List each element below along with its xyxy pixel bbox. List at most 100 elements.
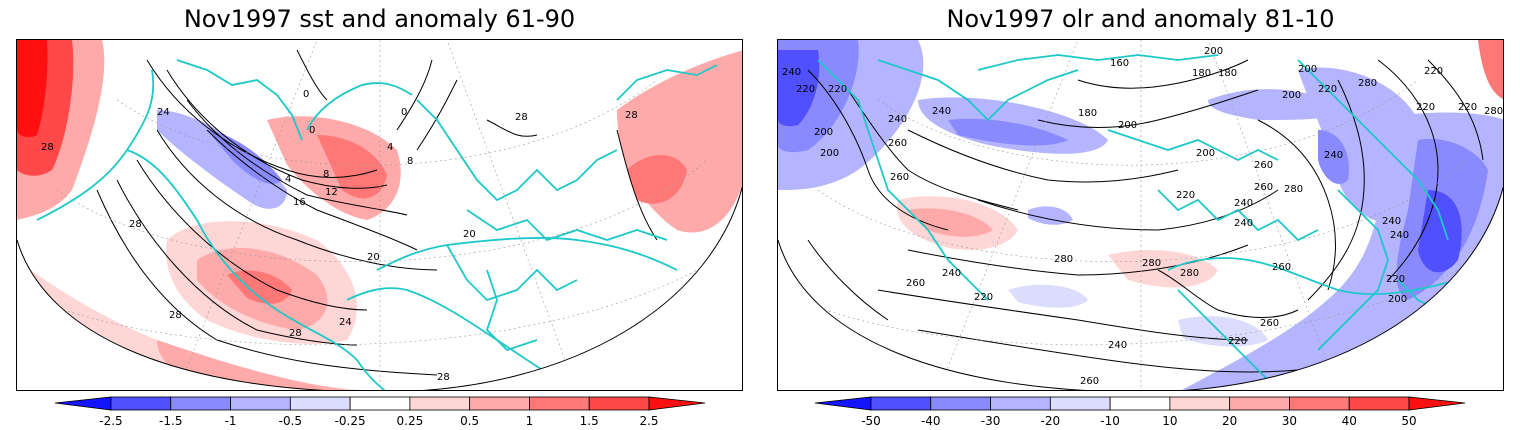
contour-label: 200 <box>1388 294 1407 305</box>
contour-label: 0 <box>401 107 407 118</box>
contour-label: 20 <box>367 252 380 263</box>
olr-colorbar-svg <box>815 396 1465 411</box>
colorbar-segment <box>529 396 590 411</box>
contour-label: 260 <box>888 138 907 149</box>
contour-label: 28 <box>515 112 528 123</box>
colorbar-segment <box>1289 396 1350 411</box>
coastline <box>1167 257 1459 295</box>
colorbar-tick-label: 2.5 <box>639 414 659 428</box>
olr-anomaly-patch <box>1028 206 1073 225</box>
colorbar-arrow-high <box>648 396 705 411</box>
contour-label: 220 <box>1416 102 1435 113</box>
olr-anomaly-patch <box>1478 40 1503 100</box>
colorbar-segment <box>349 396 411 411</box>
olr-anomaly-patch <box>908 208 993 237</box>
sst-anomaly-patch <box>157 110 287 209</box>
sst-contour <box>156 129 438 271</box>
contour-label: 160 <box>1110 58 1129 69</box>
sst-contour <box>206 129 418 251</box>
contour-label: 240 <box>782 67 801 78</box>
map-boundary <box>17 185 742 390</box>
colorbar-segment <box>469 396 530 411</box>
contour-label: 240 <box>1324 150 1343 161</box>
olr-contour <box>877 289 1249 341</box>
contour-label: 260 <box>1254 182 1273 193</box>
olr-anomaly-patch <box>778 50 820 127</box>
olr-anomaly-patch <box>948 118 1068 146</box>
coastline <box>616 64 718 101</box>
sst-anomaly-patch <box>627 155 687 204</box>
colorbar-tick-label: -1 <box>224 414 237 428</box>
contour-label: 220 <box>1228 336 1247 347</box>
sst-map-svg: 0 0 0 4 4 8 8 12 16 20 20 24 24 28 28 28… <box>17 40 742 390</box>
contour-label: 200 <box>1118 120 1137 131</box>
contour-label: 200 <box>1196 148 1215 159</box>
olr-map: 240 220 220 200 200 240 240 260 200 180 … <box>777 39 1504 391</box>
graticule-line <box>937 40 1079 390</box>
colorbar-segment <box>1109 396 1171 411</box>
contour-label: 180 <box>1218 68 1237 79</box>
contour-label: 220 <box>828 84 847 95</box>
contour-label: 8 <box>407 156 413 167</box>
graticule-line <box>17 239 742 346</box>
contour-label: 180 <box>1078 108 1097 119</box>
contour-label: 240 <box>1234 198 1253 209</box>
coastline <box>416 99 618 202</box>
graticule-line <box>116 79 658 166</box>
sst-map: 0 0 0 4 4 8 8 12 16 20 20 24 24 28 28 28… <box>16 39 743 391</box>
colorbar-tick-label: 1.5 <box>579 414 599 428</box>
colorbar-tick-label: -10 <box>1100 414 1120 428</box>
sst-contour <box>186 99 408 216</box>
map-boundary <box>778 185 1503 390</box>
sst-anomaly-patch <box>227 270 292 304</box>
contour-label: 180 <box>1192 68 1211 79</box>
colorbar-segment <box>990 396 1051 411</box>
coastline <box>36 69 388 390</box>
coastline <box>306 82 413 131</box>
contour-label: 0 <box>303 89 309 100</box>
olr-anomaly-patch <box>1318 130 1349 184</box>
colorbar-segment <box>289 396 351 411</box>
olr-contour <box>847 89 1019 211</box>
colorbar-segment <box>1229 396 1290 411</box>
sst-colorbar: -2.5 -1.5 -1 -0.5 -0.25 0.25 0.5 1 1.5 2.5 <box>55 396 705 430</box>
olr-contour <box>917 329 1299 373</box>
contour-label: 220 <box>974 292 993 303</box>
contour-label: 240 <box>1390 230 1409 241</box>
contour-label: 260 <box>1254 160 1273 171</box>
graticule-line <box>176 40 318 390</box>
sst-contour <box>166 69 388 189</box>
coastline <box>1107 129 1279 162</box>
olr-contour <box>977 189 1279 231</box>
colorbar-tick-label: -20 <box>1040 414 1061 428</box>
sst-colorbar-labels: -2.5 -1.5 -1 -0.5 -0.25 0.25 0.5 1 1.5 2.5 <box>55 414 705 430</box>
sst-contour <box>416 79 458 151</box>
contour-label: 220 <box>1386 274 1405 285</box>
coastline <box>346 287 578 390</box>
sst-anomaly-patch <box>617 50 742 233</box>
olr-anomaly-patch <box>1178 316 1268 347</box>
contour-label: 28 <box>289 328 302 339</box>
colorbar-arrow-low <box>55 396 112 411</box>
olr-contour <box>807 239 889 321</box>
colorbar-tick-label: 20 <box>1222 414 1238 428</box>
contour-label: 260 <box>1080 376 1099 387</box>
contour-label: 200 <box>1282 90 1301 101</box>
contour-label: 200 <box>1298 64 1317 75</box>
coastline <box>466 209 668 242</box>
contour-label: 260 <box>890 172 909 183</box>
contour-label: 28 <box>41 142 54 153</box>
contour-label: 220 <box>1458 102 1477 113</box>
contour-label: 28 <box>169 310 182 321</box>
contour-label: 260 <box>1260 318 1279 329</box>
contour-label: 280 <box>1284 184 1303 195</box>
colorbar-segment <box>588 396 650 411</box>
contour-label: 280 <box>1142 258 1161 269</box>
colorbar-tick-label: -2.5 <box>99 414 123 428</box>
colorbar-tick-label: 10 <box>1162 414 1178 428</box>
contour-label: 4 <box>387 142 393 153</box>
sst-contour <box>396 59 433 131</box>
colorbar-tick-label: 40 <box>1341 414 1357 428</box>
colorbar-tick-label: -0.25 <box>334 414 366 428</box>
sst-contour <box>136 159 368 311</box>
